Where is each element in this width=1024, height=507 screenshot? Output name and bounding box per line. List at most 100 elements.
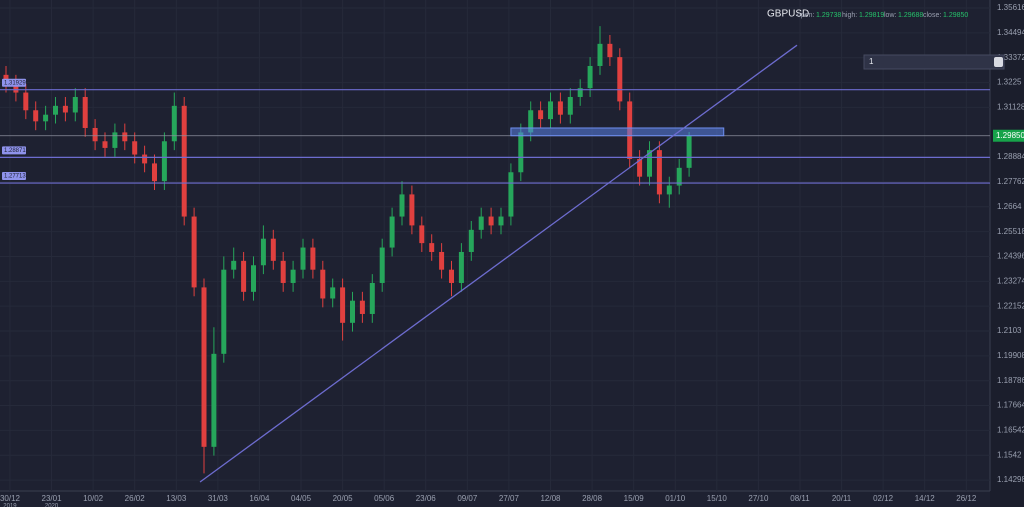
x-tick-label: 10/02: [83, 494, 104, 503]
y-tick-label: 1.35616: [997, 3, 1024, 12]
candle-body: [458, 251, 464, 283]
candle-body: [587, 65, 593, 89]
y-tick-label: 1.23274: [997, 276, 1024, 285]
close-label: close:: [923, 12, 941, 19]
y-tick-label: 1.16542: [997, 426, 1024, 435]
candle-body: [389, 216, 395, 248]
y-tick-label: 1.25518: [997, 227, 1024, 236]
dropdown-arrow[interactable]: [994, 57, 1003, 67]
x-tick-label: 23/06: [416, 494, 437, 503]
candle-body: [577, 88, 583, 97]
level-label: 1.28871: [4, 148, 26, 154]
y-tick-label: 1.34494: [997, 28, 1024, 37]
candle-body: [270, 238, 276, 261]
candle-body: [518, 132, 524, 173]
candle-body: [557, 101, 563, 115]
candle-body: [191, 216, 197, 288]
candle-body: [508, 172, 514, 217]
dropdown-box[interactable]: [863, 54, 1005, 70]
candle-body: [379, 247, 385, 283]
candle-body: [429, 243, 435, 252]
candle-body: [241, 260, 247, 292]
open-label: open:: [797, 12, 815, 19]
candle-body: [617, 57, 623, 102]
y-tick-label: 1.24396: [997, 252, 1024, 261]
y-tick-label: 1.33372: [997, 53, 1024, 62]
candle-body: [62, 105, 68, 113]
level-label: 1.31929: [4, 80, 26, 86]
y-tick-label: 1.18786: [997, 376, 1024, 385]
candle-body: [53, 105, 58, 115]
overlays: 1.31929 1.28871 1.27713: [0, 44, 990, 483]
price-axis: [990, 0, 1024, 507]
x-tick-label: 08/11: [790, 494, 810, 503]
x-tick-label: 09/07: [457, 494, 478, 503]
y-tick-label: 1.28884: [997, 152, 1024, 161]
trendline: [199, 44, 798, 483]
low-value: 1.29688: [898, 12, 923, 19]
level-tag: [2, 146, 26, 155]
candle-body: [122, 132, 128, 142]
candle-body: [280, 260, 286, 283]
candle-body: [43, 114, 49, 122]
x-tick-label: 28/08: [582, 494, 603, 503]
candle-body: [161, 141, 167, 182]
candle-body: [409, 194, 415, 226]
candle-body: [686, 135, 692, 168]
dropdown-value[interactable]: 1: [869, 57, 874, 66]
candle-body: [439, 251, 445, 270]
high-label: high:: [842, 12, 857, 19]
zone: [510, 127, 725, 137]
y-tick-label: 1.22152: [997, 301, 1024, 310]
x-tick-label: 02/12: [873, 494, 894, 503]
candle-body: [488, 216, 494, 226]
x-tick-label: 01/10: [665, 494, 686, 503]
candle-body: [201, 287, 207, 447]
candle-body: [468, 229, 474, 252]
candle-body: [340, 287, 346, 323]
y-tick-label: 1.17664: [997, 401, 1024, 410]
candle-body: [142, 154, 148, 164]
interval-dropdown[interactable]: 1: [863, 54, 1005, 70]
candle-body: [320, 269, 326, 299]
candle-body: [181, 105, 187, 217]
x-tick-label: 15/10: [707, 494, 728, 503]
high-value: 1.29819: [859, 12, 884, 19]
candle-body: [132, 141, 138, 155]
x-tick-label: 23/01: [42, 494, 63, 503]
candle-body: [676, 167, 682, 186]
candle-body: [300, 247, 306, 270]
candle-body: [310, 247, 316, 270]
candle-body: [548, 101, 553, 120]
x-tick-label: 31/03: [208, 494, 229, 503]
x-tick-label: 27/07: [499, 494, 520, 503]
candle-body: [567, 96, 573, 115]
candle-body: [369, 282, 375, 314]
y-tick-label: 1.31128: [997, 103, 1024, 112]
marks: [3, 26, 692, 474]
y-tick-label: 1.3225: [997, 78, 1022, 87]
candle-body: [102, 141, 108, 148]
low-label: low:: [884, 12, 897, 19]
x-tick-label: 26/12: [956, 494, 977, 503]
x-tick-label: 30/12: [0, 494, 21, 503]
x-tick-label: 20/05: [333, 494, 354, 503]
x-tick-label: 05/06: [374, 494, 395, 503]
level-label: 1.27713: [4, 174, 26, 180]
candle-body: [656, 150, 662, 195]
candle-body: [538, 110, 544, 120]
x-tick-label: 27/10: [748, 494, 769, 503]
price-label: 1.29850: [996, 131, 1024, 140]
candle-body: [211, 353, 217, 447]
close-value: 1.29850: [943, 12, 968, 19]
x-tick-label: 20/11: [832, 494, 852, 503]
x-tick-label: 14/12: [915, 494, 936, 503]
candle-body: [260, 238, 266, 266]
candle-body: [72, 96, 78, 113]
candle-body: [666, 185, 672, 195]
x-tick-label: 15/09: [624, 494, 645, 503]
level-tag: [2, 172, 26, 181]
candle-body: [290, 269, 296, 283]
x-tick-label: 04/05: [291, 494, 312, 503]
